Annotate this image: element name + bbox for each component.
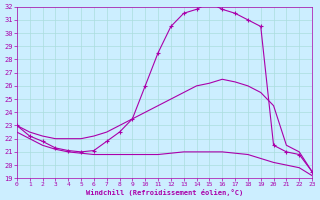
X-axis label: Windchill (Refroidissement éolien,°C): Windchill (Refroidissement éolien,°C) (86, 189, 243, 196)
